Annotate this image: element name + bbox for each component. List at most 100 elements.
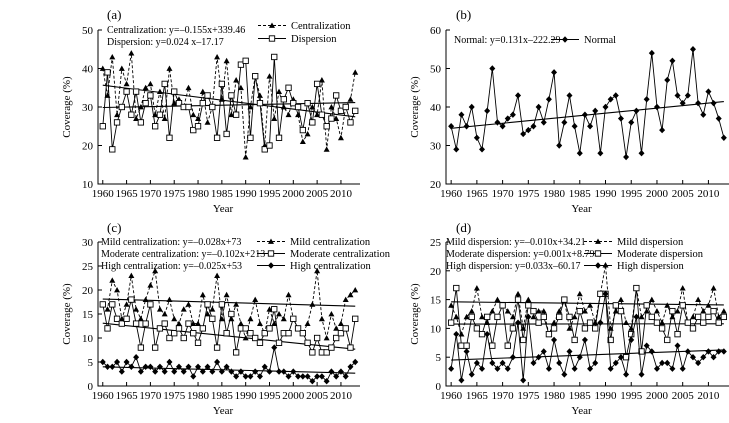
data-point	[185, 363, 192, 370]
data-point	[152, 344, 159, 351]
data-point	[342, 296, 349, 302]
data-point	[333, 115, 340, 121]
data-point	[271, 53, 278, 61]
data-point	[592, 325, 599, 332]
data-point	[180, 334, 187, 342]
data-point	[494, 313, 501, 321]
data-point	[242, 57, 249, 64]
data-point	[242, 335, 249, 341]
x-tick-label: 1970	[492, 188, 515, 200]
x-tick-label: 1990	[235, 390, 258, 402]
legend-marker	[595, 262, 601, 269]
data-point	[123, 88, 130, 95]
data-point	[684, 92, 691, 99]
data-point	[617, 296, 624, 302]
data-point	[664, 336, 671, 344]
data-point	[479, 146, 486, 153]
data-point	[166, 334, 173, 342]
data-point	[299, 330, 306, 337]
data-point	[659, 319, 666, 326]
data-point	[137, 104, 144, 110]
data-point	[540, 313, 547, 321]
data-point	[199, 291, 206, 298]
data-point	[204, 311, 211, 317]
data-point	[607, 96, 614, 103]
equation-label: Mild centralization: y=–0.028x+73	[101, 237, 241, 248]
data-point	[669, 365, 676, 372]
data-point	[612, 359, 619, 367]
data-point	[323, 146, 330, 152]
data-point	[294, 325, 302, 332]
data-point	[209, 103, 216, 111]
y-tick-label: 20	[82, 141, 94, 153]
equation-label: Moderate dispersion: y=0.001x+8.79	[446, 249, 594, 260]
data-point	[659, 359, 666, 367]
data-point	[684, 319, 691, 326]
data-point	[468, 308, 475, 314]
data-point	[156, 88, 163, 94]
data-point	[700, 308, 707, 314]
data-point	[142, 320, 149, 327]
data-point	[180, 306, 187, 312]
data-point	[638, 348, 645, 355]
data-point	[113, 315, 121, 322]
data-point	[453, 313, 460, 320]
data-point	[275, 339, 283, 346]
y-tick-label: 30	[430, 141, 442, 153]
data-point	[504, 308, 511, 314]
data-point	[715, 313, 722, 320]
data-point	[638, 313, 645, 320]
data-point	[252, 73, 259, 80]
data-point	[132, 320, 140, 327]
data-point	[623, 371, 630, 378]
equation-label: High dispersion: y=0.033x–60.17	[446, 261, 581, 272]
equation-label: Normal: y=0.131x–222.29	[454, 35, 560, 46]
data-point	[137, 315, 144, 322]
data-point	[602, 262, 609, 268]
data-point	[242, 154, 249, 160]
data-point	[233, 77, 240, 83]
data-point	[118, 103, 125, 111]
data-point	[171, 88, 178, 95]
data-point	[133, 354, 140, 361]
x-tick-label: 1960	[440, 188, 463, 200]
x-tick-label: 1995	[258, 390, 281, 402]
y-axis-title: Coverage (%)	[61, 76, 73, 138]
data-point	[256, 99, 264, 107]
data-point	[720, 313, 728, 321]
data-point	[453, 146, 460, 153]
data-point	[109, 301, 116, 308]
data-point	[114, 358, 121, 366]
data-point	[214, 272, 221, 278]
data-point	[175, 320, 182, 326]
data-point	[142, 99, 149, 107]
data-point	[104, 325, 111, 332]
x-tick-label: 2010	[697, 188, 720, 200]
data-point	[628, 119, 635, 126]
data-point	[342, 325, 349, 332]
data-point	[156, 325, 164, 332]
data-point	[342, 103, 349, 111]
data-point	[515, 319, 522, 326]
x-tick-label: 1975	[517, 188, 540, 200]
data-point	[161, 115, 168, 121]
data-point	[581, 111, 588, 118]
data-point	[233, 373, 240, 380]
data-point	[276, 368, 283, 375]
data-point	[347, 344, 354, 351]
data-point	[194, 123, 202, 130]
x-tick-label: 1970	[139, 188, 162, 200]
legend-label: High centralization	[290, 261, 372, 272]
data-point	[463, 123, 470, 130]
data-point	[280, 315, 287, 322]
data-point	[309, 119, 316, 126]
data-point	[347, 119, 354, 126]
data-point	[228, 92, 235, 99]
y-tick-label: 40	[82, 64, 94, 76]
data-point	[448, 365, 455, 372]
data-point	[710, 285, 717, 291]
data-point	[705, 313, 712, 321]
data-point	[597, 290, 604, 297]
panel-label: (a)	[107, 7, 121, 22]
